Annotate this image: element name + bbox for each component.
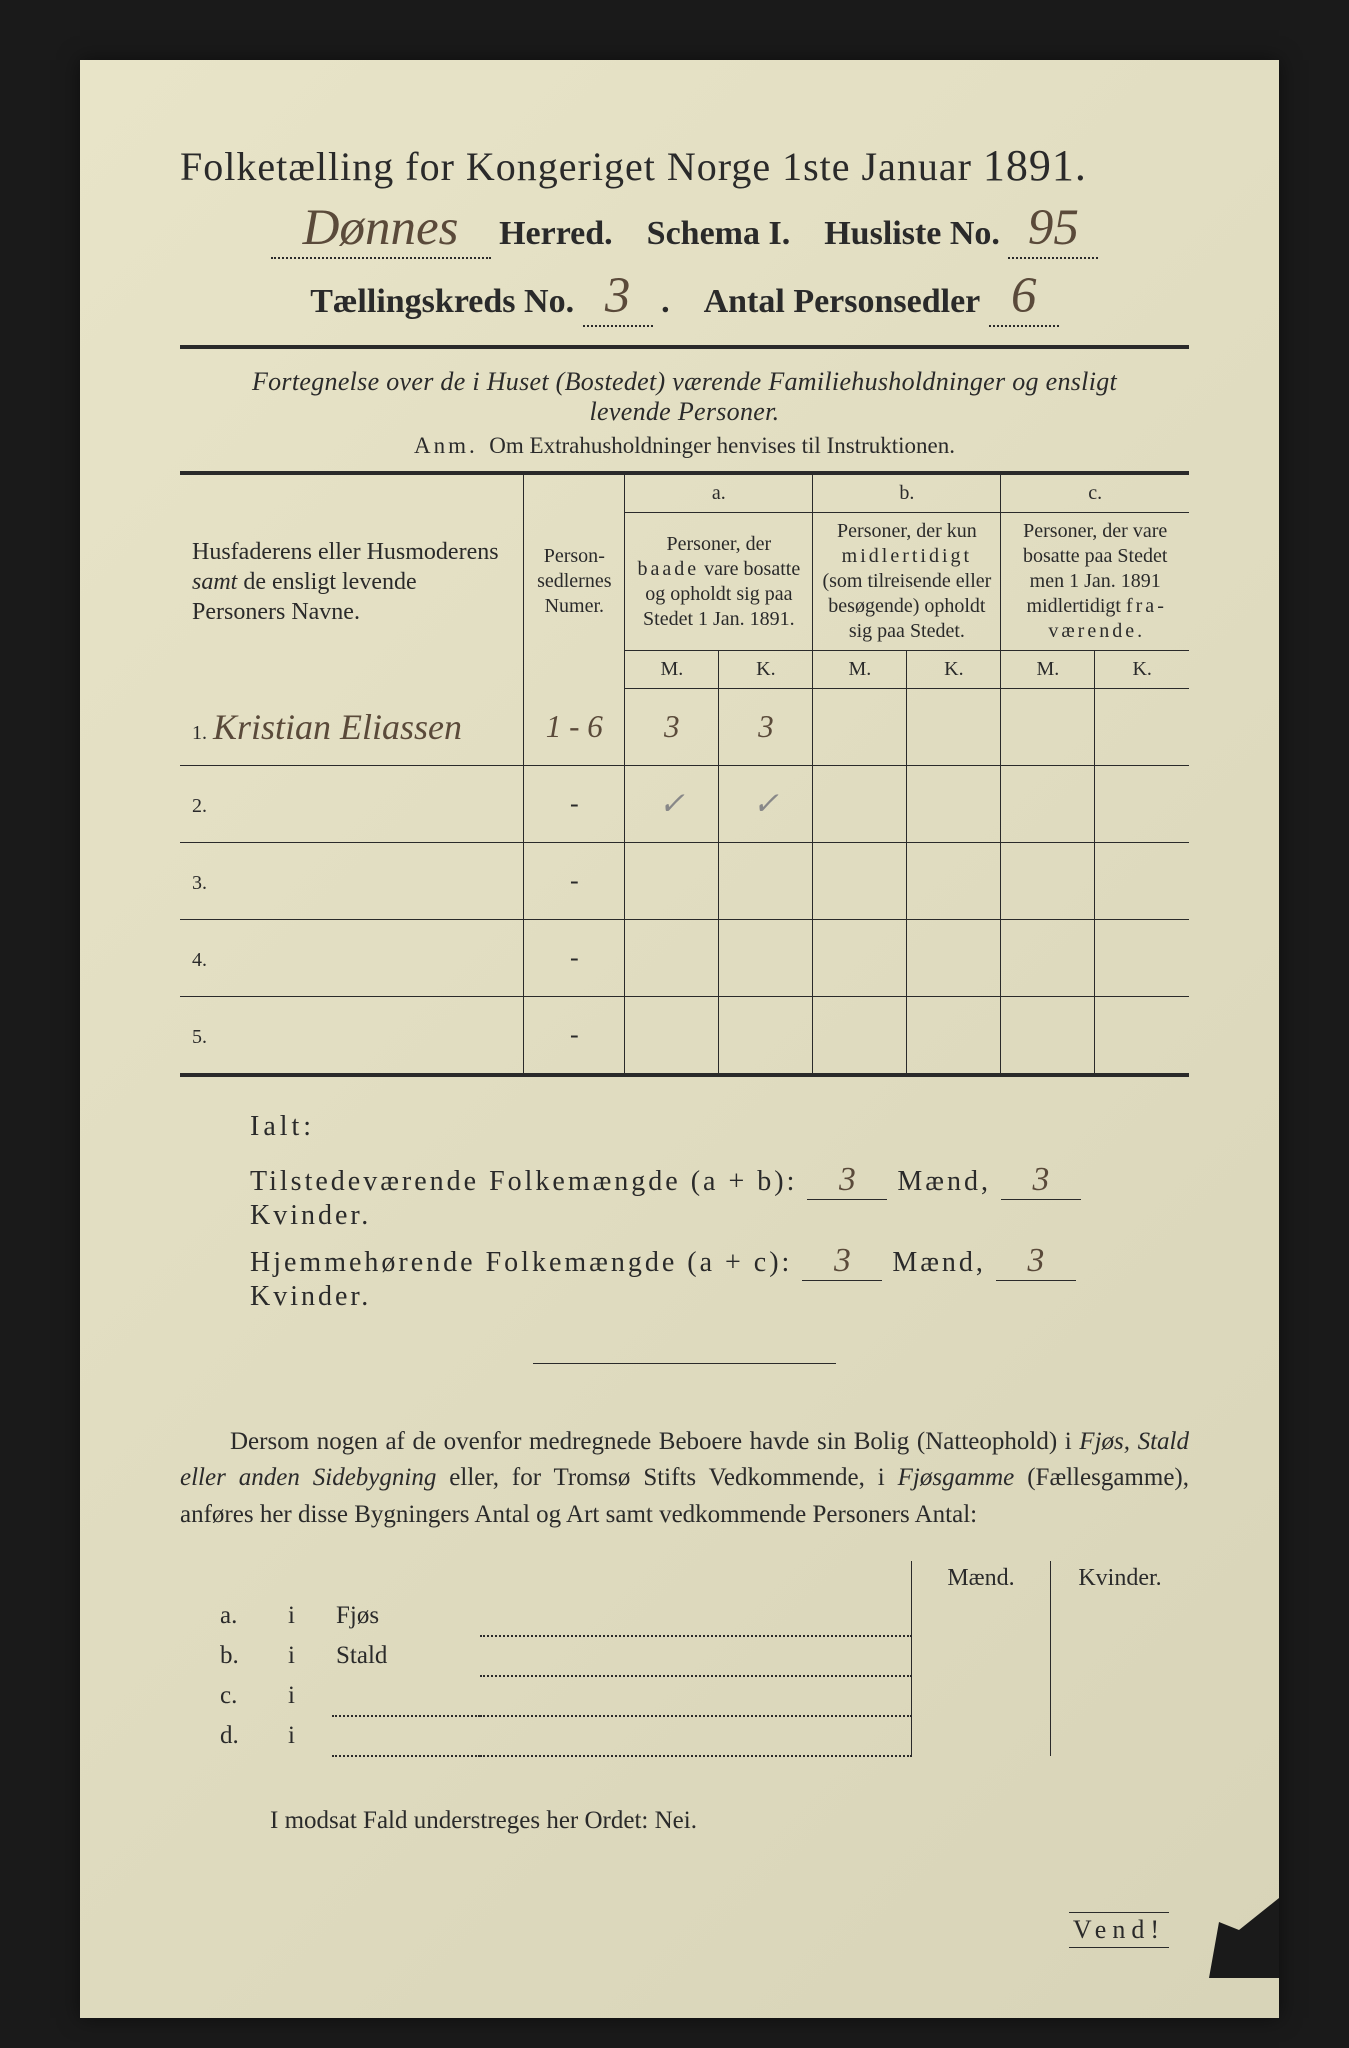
kreds-label: Tællingskreds No. — [310, 283, 574, 320]
footer-line: I modsat Fald understreges her Ordet: Ne… — [180, 1807, 1189, 1835]
schema-label: Schema I. — [647, 215, 791, 252]
divider — [533, 1363, 836, 1364]
table-row: 2. - ✓ ✓ — [180, 766, 1189, 843]
page-tear — [1179, 1898, 1279, 1978]
person-name: Kristian Eliassen — [213, 706, 462, 748]
annotation: Anm. Om Extrahusholdninger henvises til … — [180, 433, 1189, 459]
title-text: Folketælling for Kongeriget Norge 1ste J… — [180, 144, 972, 189]
section-heading: Fortegnelse over de i Huset (Bostedet) v… — [180, 367, 1189, 427]
header-c-m: M. — [1001, 651, 1095, 689]
husliste-label: Husliste No. — [824, 215, 1000, 252]
herred-value: Dønnes — [303, 199, 459, 257]
vend-label: Vend! — [1069, 1912, 1169, 1948]
btable-kvinder: Kvinder. — [1051, 1561, 1190, 1596]
hjemme-k: 3 — [1028, 1242, 1045, 1280]
table-row: 5. - — [180, 997, 1189, 1076]
divider — [180, 345, 1189, 349]
sedler-value: 6 — [1011, 267, 1037, 325]
table-body: 1.Kristian Eliassen 1 - 6 3 3 2. - ✓ ✓ — [180, 689, 1189, 1076]
header-b-k: K. — [907, 651, 1001, 689]
table-row: 4. - — [180, 920, 1189, 997]
header-c-k: K. — [1095, 651, 1189, 689]
hjemme-m: 3 — [834, 1242, 851, 1280]
sedler-label: Antal Personsedler — [704, 283, 981, 320]
header-a-m: M. — [625, 651, 719, 689]
anm-text: Om Extrahusholdninger henvises til Instr… — [489, 433, 955, 458]
building-row: b. i Stald — [180, 1636, 1189, 1676]
tilstede-m: 3 — [839, 1161, 856, 1199]
building-row: a. i Fjøs — [180, 1596, 1189, 1636]
herred-label: Herred. — [499, 215, 613, 252]
table-row: 1.Kristian Eliassen 1 - 6 3 3 — [180, 689, 1189, 766]
building-row: d. i — [180, 1716, 1189, 1756]
herred-line: Dønnes Herred. Schema I. Husliste No. 95 — [180, 199, 1189, 259]
table-row: 3. - — [180, 843, 1189, 920]
header-num: Person­sedler­nes Numer. — [524, 473, 625, 689]
header-c: Personer, der vare bosatte paa Stedet me… — [1001, 513, 1189, 651]
ialt-label: Ialt: — [180, 1111, 1189, 1143]
header-c-key: c. — [1001, 473, 1189, 513]
header-b-key: b. — [813, 473, 1001, 513]
header-a: Personer, der baade vare bo­satte og oph… — [625, 513, 813, 651]
husliste-value: 95 — [1028, 199, 1079, 257]
header-name: Husfaderens eller Husmode­rens samt de e… — [180, 473, 524, 689]
header-b-m: M. — [813, 651, 907, 689]
anm-label: Anm. — [414, 433, 478, 458]
btable-maend: Mænd. — [912, 1561, 1051, 1596]
building-row: c. i — [180, 1676, 1189, 1716]
page-title: Folketælling for Kongeriget Norge 1ste J… — [180, 140, 1189, 191]
totals: Ialt: Tilstedeværende Folkemængde (a + b… — [180, 1111, 1189, 1313]
tilstede-k: 3 — [1033, 1161, 1050, 1199]
hjemme-row: Hjemmehørende Folkemængde (a + c): 3 Mæn… — [180, 1242, 1189, 1313]
header-a-k: K. — [719, 651, 813, 689]
main-table: Husfaderens eller Husmode­rens samt de e… — [180, 471, 1189, 1077]
header-a-key: a. — [625, 473, 813, 513]
header-b: Personer, der kun midler­tidigt (som til… — [813, 513, 1001, 651]
kreds-line: Tællingskreds No. 3 . Antal Personsedler… — [180, 267, 1189, 327]
census-form: Folketælling for Kongeriget Norge 1ste J… — [80, 60, 1279, 2018]
tilstede-row: Tilstedeværende Folkemængde (a + b): 3 M… — [180, 1161, 1189, 1232]
kreds-value: 3 — [605, 267, 631, 325]
title-year: 1891. — [983, 141, 1087, 190]
building-paragraph: Dersom nogen af de ovenfor medregnede Be… — [180, 1424, 1189, 1533]
building-table: Mænd. Kvinder. a. i Fjøs b. i Stald c. i — [180, 1561, 1189, 1757]
